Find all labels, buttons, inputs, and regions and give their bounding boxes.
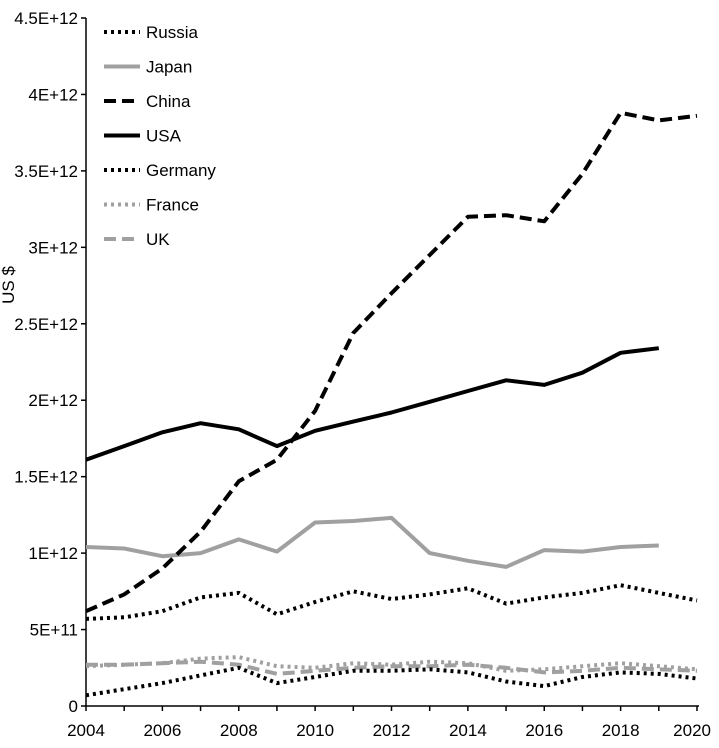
legend-label-uk: UK	[146, 230, 170, 249]
y-tick-label: 1.5E+12	[14, 468, 78, 487]
y-tick-label: 4E+12	[28, 85, 78, 104]
y-tick-label: 4.5E+12	[14, 9, 78, 28]
legend-label-france: France	[146, 196, 199, 215]
y-tick-label: 3.5E+12	[14, 162, 78, 181]
legend-label-russia: Russia	[146, 23, 199, 42]
series-layer	[85, 110, 698, 698]
series-line-uk	[86, 659, 698, 676]
y-tick-label: 2.5E+12	[14, 315, 78, 334]
axes: 0 5E+11 1E+12 1.5E+12 2E+12 2.5E+12 3E+12 3.5E+…	[14, 9, 711, 740]
x-tick-label: 2012	[373, 721, 411, 740]
series-line-france	[85, 655, 698, 673]
legend-label-usa: USA	[146, 127, 182, 146]
legend: Russia Japan China USA Germany France UK	[104, 23, 216, 249]
y-axis-title-group: US $	[0, 266, 18, 304]
series-line-germany	[85, 583, 698, 621]
y-tick-label: 1E+12	[28, 544, 78, 563]
y-tick-label: 2E+12	[28, 391, 78, 410]
legend-label-germany: Germany	[146, 161, 216, 180]
y-tick-label: 3E+12	[28, 238, 78, 257]
x-tick-label: 2010	[296, 721, 334, 740]
legend-label-japan: Japan	[146, 58, 192, 77]
x-tick-label: 2016	[525, 721, 563, 740]
y-axis-title: US $	[0, 266, 18, 304]
x-tick-label: 2004	[67, 721, 105, 740]
series-line-japan	[85, 515, 659, 569]
x-tick-label: 2014	[449, 721, 487, 740]
x-tick-label: 2008	[220, 721, 258, 740]
x-tick-label: 2020	[673, 721, 711, 740]
legend-label-china: China	[146, 92, 191, 111]
y-tick-label: 0	[69, 697, 78, 716]
series-line-russia	[85, 665, 698, 698]
y-tick-label: 5E+11	[30, 621, 78, 640]
series-line-usa	[85, 346, 660, 462]
x-tick-label: 2006	[143, 721, 181, 740]
x-tick-label: 2018	[602, 721, 640, 740]
series-line-china	[85, 110, 698, 614]
